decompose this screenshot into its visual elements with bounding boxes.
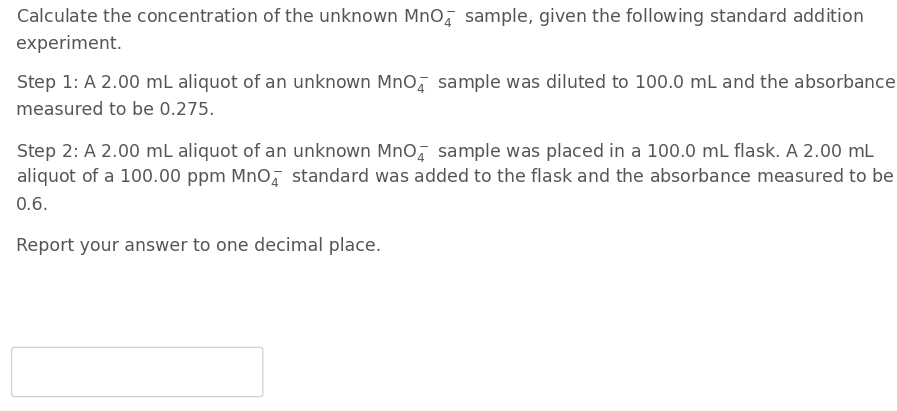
Text: experiment.: experiment. — [16, 35, 122, 53]
Text: Calculate the concentration of the unknown MnO$_4^-$ sample, given the following: Calculate the concentration of the unkno… — [16, 6, 864, 29]
Text: 0.6.: 0.6. — [16, 196, 49, 214]
Text: Step 1: A 2.00 mL aliquot of an unknown MnO$_4^-$ sample was diluted to 100.0 mL: Step 1: A 2.00 mL aliquot of an unknown … — [16, 72, 897, 95]
Text: Step 2: A 2.00 mL aliquot of an unknown MnO$_4^-$ sample was placed in a 100.0 m: Step 2: A 2.00 mL aliquot of an unknown … — [16, 141, 875, 164]
Text: aliquot of a 100.00 ppm MnO$_4^-$ standard was added to the flask and the absorb: aliquot of a 100.00 ppm MnO$_4^-$ standa… — [16, 166, 895, 189]
Text: Report your answer to one decimal place.: Report your answer to one decimal place. — [16, 237, 381, 255]
Text: measured to be 0.275.: measured to be 0.275. — [16, 101, 214, 119]
